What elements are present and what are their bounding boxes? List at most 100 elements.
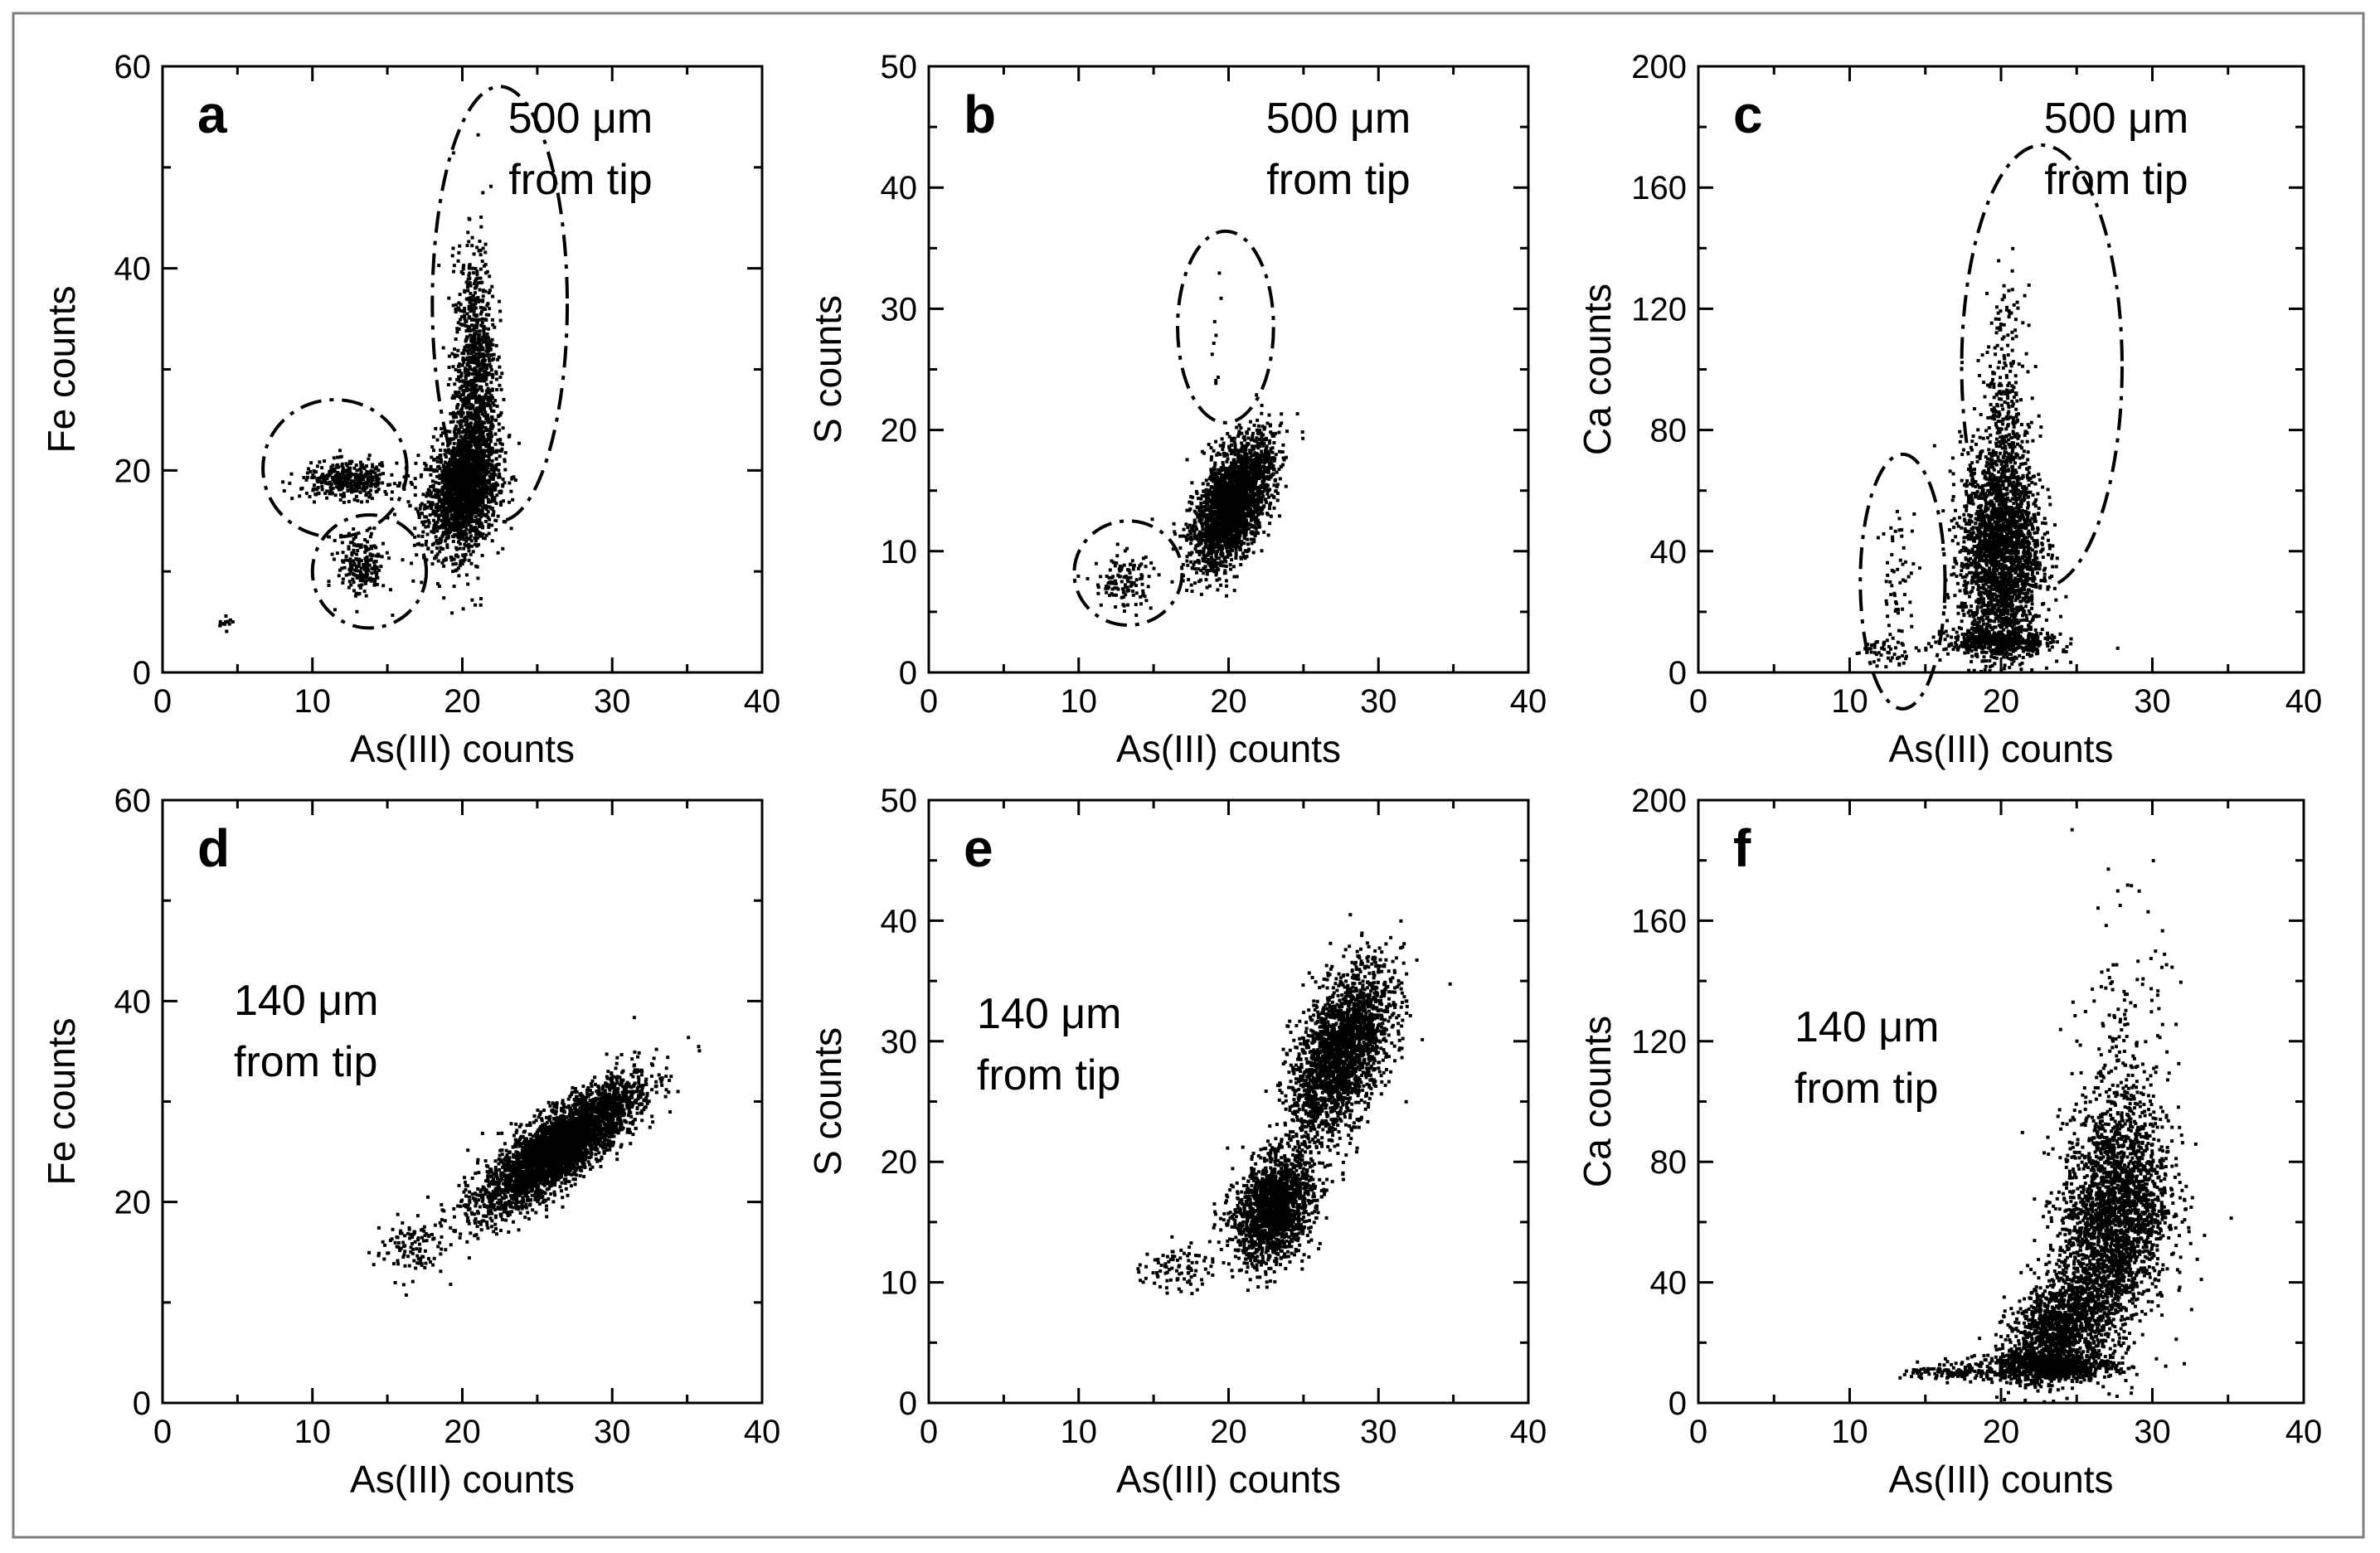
data-point (1254, 527, 1258, 531)
data-point (469, 539, 474, 543)
data-point (456, 449, 460, 454)
data-point (484, 533, 488, 537)
data-point (499, 410, 503, 415)
data-point (361, 478, 365, 481)
data-point (1253, 459, 1257, 463)
data-point (479, 429, 483, 433)
data-point (500, 371, 504, 376)
data-point (464, 467, 469, 471)
data-point (1211, 473, 1215, 477)
data-point (352, 488, 357, 492)
data-point (466, 298, 470, 302)
data-point (503, 468, 508, 472)
data-point (478, 463, 483, 467)
data-point (473, 440, 477, 444)
data-point (1199, 533, 1203, 536)
data-point (350, 552, 354, 556)
data-point (446, 469, 450, 473)
data-point (438, 550, 442, 554)
data-point (1232, 589, 1236, 593)
data-point (317, 491, 321, 495)
data-point (469, 284, 473, 288)
data-point (477, 360, 481, 364)
data-point (471, 463, 475, 467)
data-point (423, 520, 427, 524)
data-point (413, 527, 417, 531)
data-point (479, 489, 483, 493)
data-point (440, 492, 444, 496)
data-point (454, 562, 458, 565)
data-point (354, 591, 358, 595)
data-point (439, 449, 443, 452)
data-point (375, 582, 379, 586)
data-point (447, 474, 451, 478)
data-point (470, 598, 474, 602)
data-point (469, 495, 473, 499)
data-point (508, 481, 512, 485)
data-point (473, 484, 477, 488)
data-point (1209, 446, 1213, 449)
data-point (1212, 502, 1216, 507)
data-point (354, 463, 358, 467)
data-point (475, 473, 479, 477)
data-point (492, 473, 496, 477)
data-point (462, 388, 466, 392)
data-point (486, 510, 490, 514)
data-point (476, 348, 480, 352)
data-point (410, 483, 414, 487)
data-point (483, 420, 487, 425)
data-point (470, 304, 474, 308)
data-point (338, 488, 341, 492)
data-point (1221, 447, 1225, 451)
data-point (469, 352, 474, 356)
data-point (352, 563, 357, 567)
data-point (468, 281, 472, 285)
data-point (468, 433, 472, 437)
data-point (424, 525, 428, 529)
data-point (1246, 525, 1250, 529)
data-point (368, 552, 372, 556)
data-point (474, 323, 478, 328)
data-point (352, 466, 357, 470)
data-point (1272, 441, 1276, 444)
data-point (462, 497, 466, 502)
data-point (347, 585, 351, 590)
data-point (316, 480, 320, 484)
data-point (1242, 536, 1246, 541)
data-point (481, 483, 485, 488)
data-point (430, 501, 435, 505)
data-point (371, 553, 375, 557)
data-point (500, 447, 504, 451)
data-point (474, 361, 478, 365)
data-point (464, 376, 468, 381)
data-point (456, 462, 460, 465)
data-point (474, 460, 478, 464)
data-point (464, 539, 469, 543)
data-point (458, 546, 462, 551)
data-point (464, 433, 469, 437)
data-point (479, 385, 483, 389)
data-point (464, 440, 469, 444)
data-point (421, 493, 425, 497)
data-point (357, 592, 362, 595)
data-point (347, 572, 352, 576)
data-point (438, 467, 442, 470)
data-point (338, 455, 342, 459)
data-point (467, 343, 471, 347)
data-point (348, 557, 352, 561)
data-point (488, 474, 492, 478)
data-point (1239, 563, 1243, 566)
data-point (483, 250, 488, 255)
data-point (465, 523, 469, 527)
data-point (488, 289, 492, 293)
data-point (466, 368, 470, 372)
data-point (347, 531, 351, 536)
data-point (464, 319, 469, 323)
data-point (1272, 506, 1276, 510)
data-point (1230, 476, 1234, 480)
data-point (449, 499, 453, 502)
data-point (466, 411, 470, 415)
data-point (367, 495, 372, 499)
data-point (458, 472, 462, 476)
data-point (488, 347, 493, 352)
